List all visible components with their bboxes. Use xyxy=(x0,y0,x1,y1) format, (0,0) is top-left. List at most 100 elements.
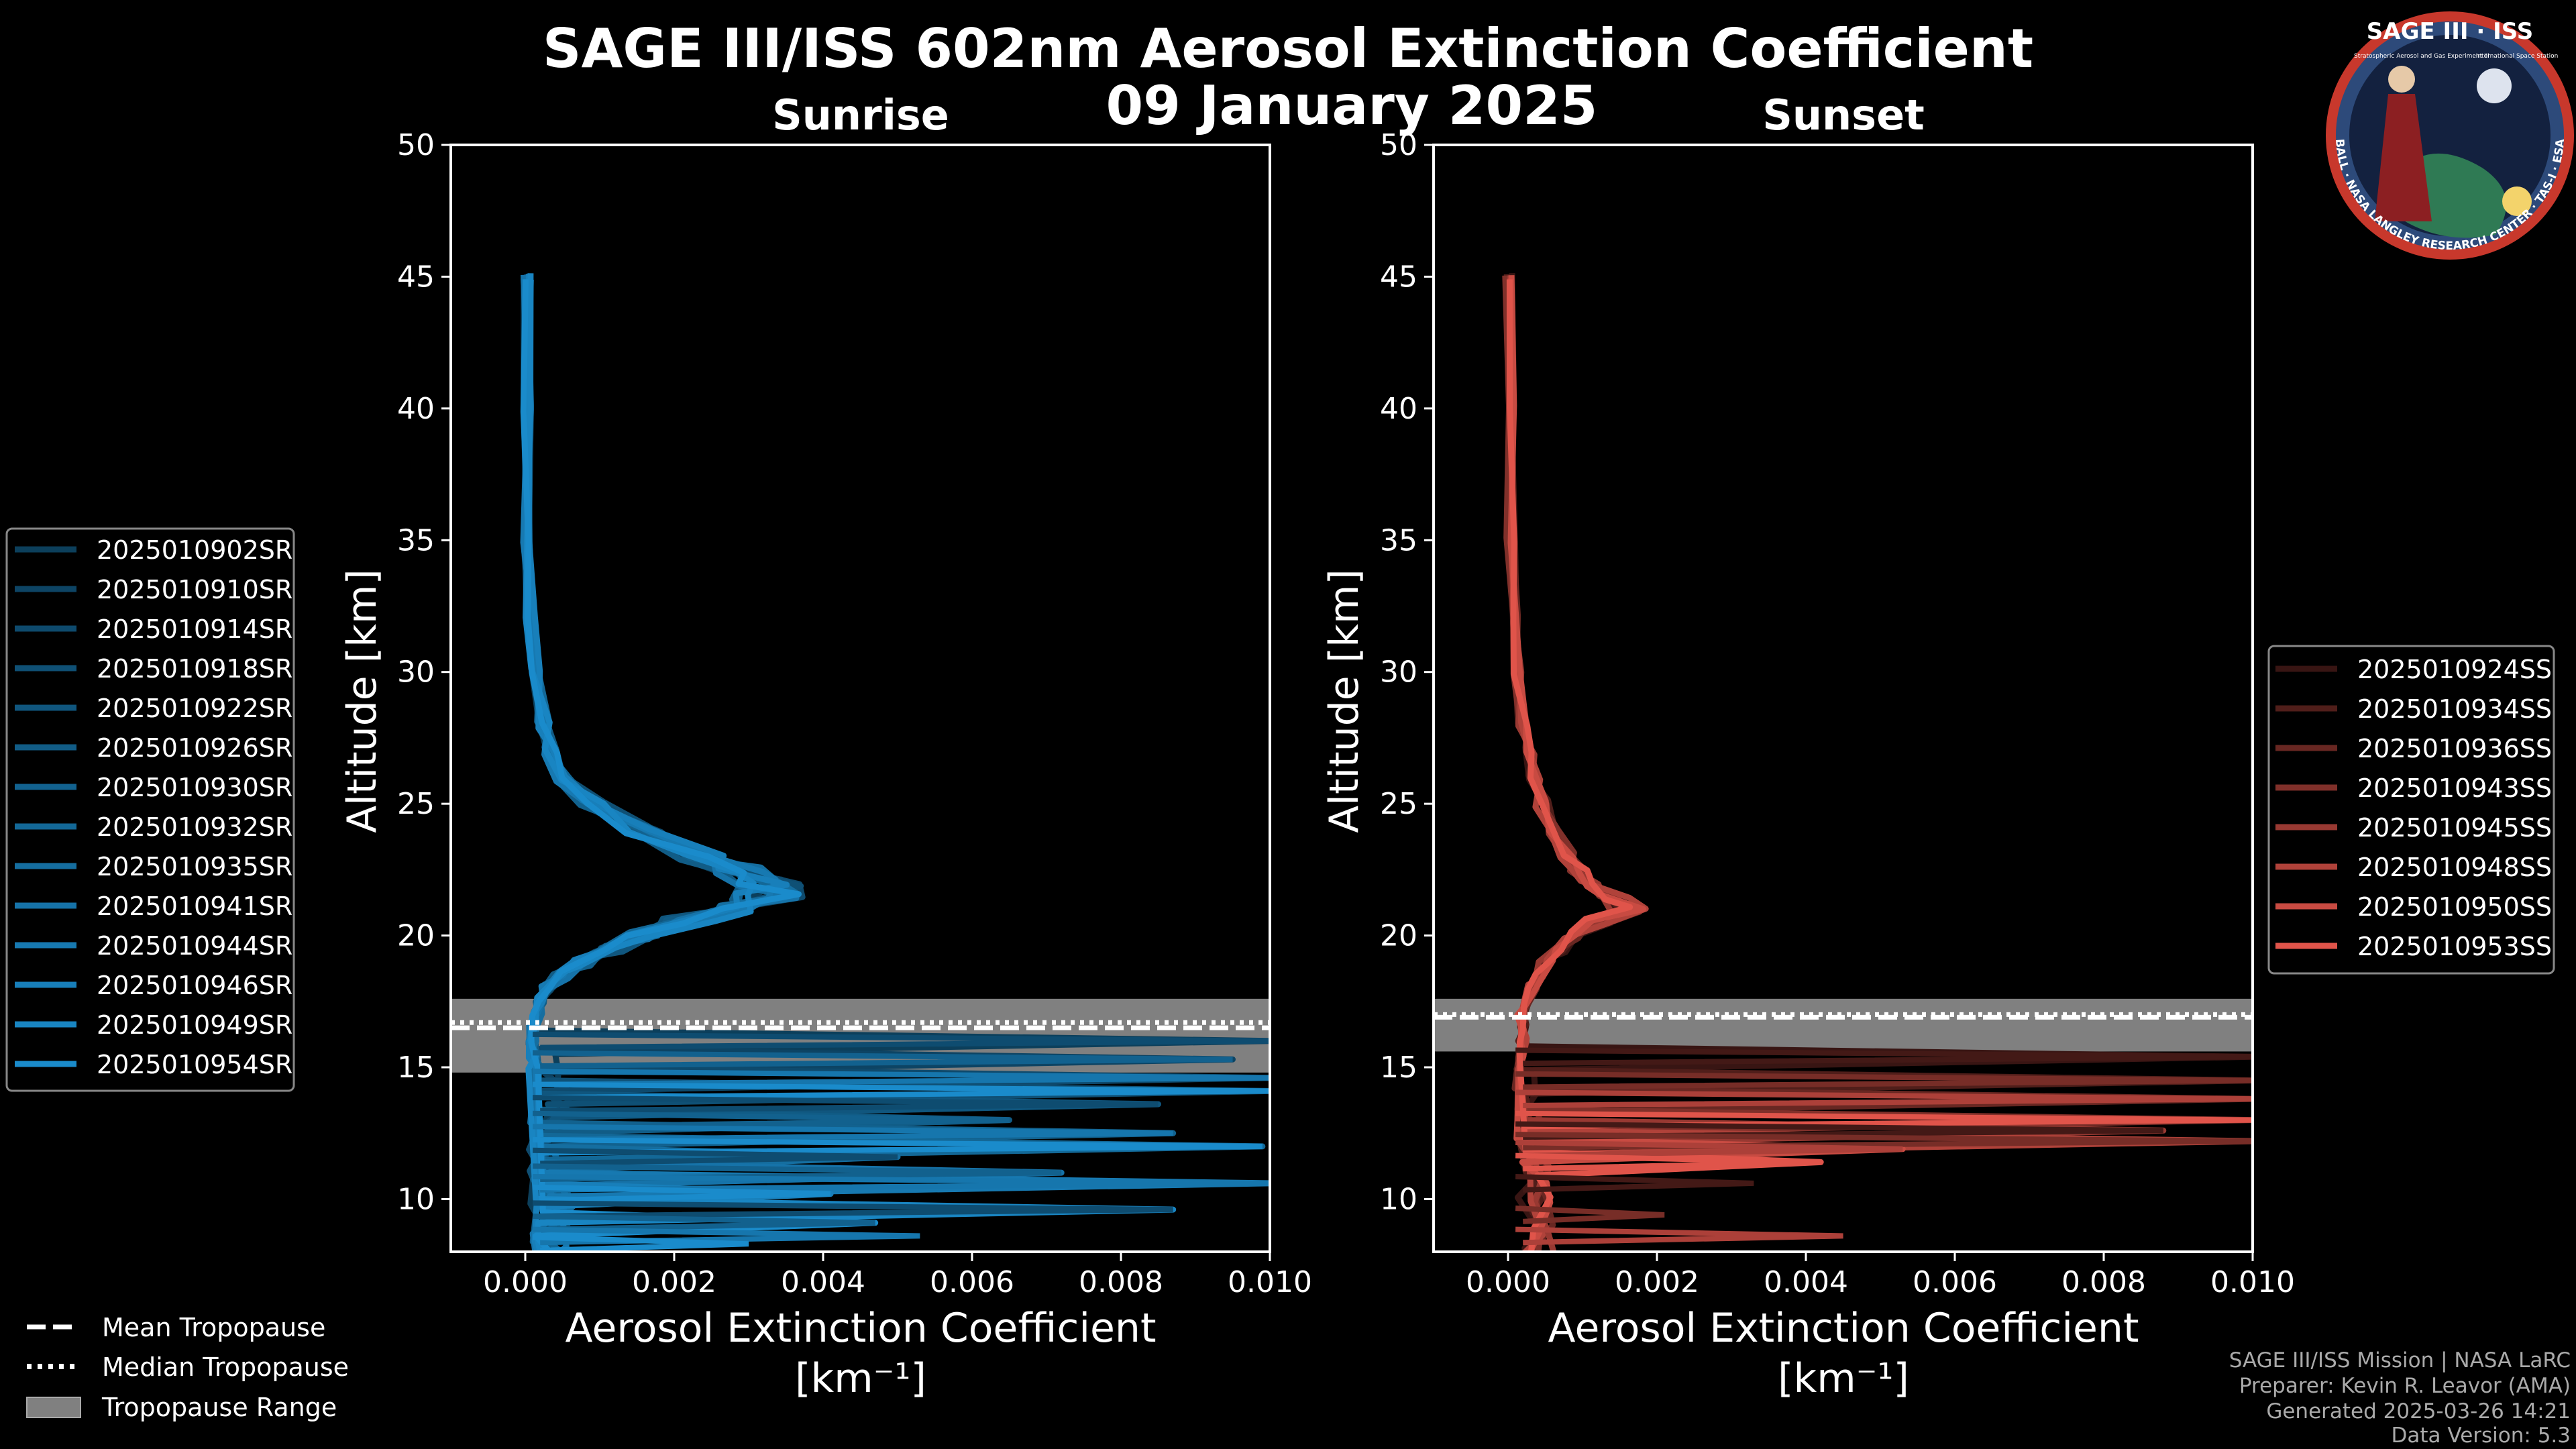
sunset-y-tick-label: 20 xyxy=(1380,919,1417,953)
tropopause-range-label: Tropopause Range xyxy=(101,1393,337,1422)
sunset-spike xyxy=(1515,1152,1821,1172)
figure-date: 09 January 2025 xyxy=(1106,74,1598,137)
sunset-legend: 2025010924SS 2025010934SS 2025010936SS 2025… xyxy=(2267,645,2555,975)
tropopause-legend: Mean Tropopause Median Tropopause Tropop… xyxy=(26,1313,349,1422)
sunrise-spike xyxy=(533,1184,831,1203)
sunrise-legend-label: 2025010926SR xyxy=(97,733,292,763)
sunrise-plot-frame xyxy=(449,144,1271,1253)
sunset-x-tick-label: 0.002 xyxy=(1615,1265,1699,1299)
logo-title: SAGE III · ISS xyxy=(2367,18,2533,45)
sunset-plot: 10 15 20 25 30 35 40 45 50 0.000 0.002 0.004 0.006 0.… xyxy=(1380,128,2295,1299)
sunset-legend-label: 2025010948SS xyxy=(2357,853,2552,882)
sunrise-x-tick-label: 0.006 xyxy=(930,1265,1014,1299)
sage-iii-iss-logo: SAGE III · ISS Stratospheric Aerosol and… xyxy=(2326,11,2574,260)
footer-credits: SAGE III/ISS Mission | NASA LaRC Prepare… xyxy=(2229,1348,2571,1448)
sunrise-x-axis-label: Aerosol Extinction Coefficient xyxy=(566,1305,1157,1352)
sunrise-spike xyxy=(532,1234,749,1252)
sunrise-profiles xyxy=(451,273,1270,1252)
sunset-x-tick-label: 0.006 xyxy=(1913,1265,1997,1299)
sunset-y-tick-label: 10 xyxy=(1380,1182,1417,1216)
sunrise-spike xyxy=(533,1031,1270,1051)
sunrise-y-tick-label: 50 xyxy=(397,128,435,162)
tropopause-range-swatch xyxy=(26,1397,81,1418)
sunrise-x-tick-label: 0.002 xyxy=(632,1265,716,1299)
sunset-y-tick-label: 15 xyxy=(1380,1051,1417,1085)
sunset-spike xyxy=(1515,1174,1754,1193)
sunrise-spike xyxy=(533,1137,1263,1156)
sunset-y-tick-label: 50 xyxy=(1380,128,1417,162)
sunset-y-tick-label: 30 xyxy=(1380,655,1417,690)
sunset-x-tick-label: 0.004 xyxy=(1764,1265,1848,1299)
sunrise-legend-label: 2025010910SR xyxy=(97,575,292,604)
sunrise-spike xyxy=(533,1213,875,1232)
sunrise-spike xyxy=(533,1081,1270,1101)
logo-sun-icon xyxy=(2502,186,2532,216)
sunrise-axes: 10 15 20 25 30 35 40 45 50 0.000 0.002 0.004 0.006 0.… xyxy=(397,128,1312,1299)
sunrise-legend-label: 2025010941SR xyxy=(97,892,292,921)
sunrise-spike xyxy=(533,1068,1270,1087)
sunrise-x-tick-label: 0.010 xyxy=(1228,1265,1312,1299)
sunset-x-tick-label: 0.000 xyxy=(1466,1265,1550,1299)
sunset-x-tick-label: 0.008 xyxy=(2061,1265,2146,1299)
sunrise-y-axis-label: Altitude [km] xyxy=(339,569,386,833)
sunset-legend-label: 2025010936SS xyxy=(2357,734,2552,763)
sunrise-y-tick-label: 20 xyxy=(397,919,435,953)
sunrise-legend-label: 2025010949SR xyxy=(97,1010,292,1040)
logo-figure-icon xyxy=(2375,94,2432,221)
logo-tagline: Stratospheric Aerosol and Gas Experiment… xyxy=(2354,53,2489,60)
sunset-legend-label: 2025010945SS xyxy=(2357,813,2552,843)
sunrise-legend-frame xyxy=(5,527,295,1092)
sunrise-spike xyxy=(533,1095,1159,1114)
sunrise-legend-label: 2025010932SR xyxy=(97,812,292,842)
sunset-x-tick-label: 0.010 xyxy=(2210,1265,2295,1299)
footer-generated: Generated 2025-03-26 14:21 xyxy=(2266,1399,2571,1424)
footer-data-version: Data Version: 5.3 xyxy=(2392,1424,2571,1448)
sunrise-legend-label: 2025010914SR xyxy=(97,614,292,644)
sunset-plot-frame xyxy=(1432,144,2254,1253)
sunset-axes: 10 15 20 25 30 35 40 45 50 0.000 0.002 0.004 0.006 0.… xyxy=(1380,128,2295,1299)
sunrise-y-tick-label: 30 xyxy=(397,655,435,690)
sunset-spike xyxy=(1515,1139,1903,1159)
sunset-spike xyxy=(1515,1071,2253,1090)
sunrise-y-tick-label: 45 xyxy=(397,260,435,294)
sunset-legend-frame xyxy=(2267,645,2555,975)
sunrise-plot: 10 15 20 25 30 35 40 45 50 0.000 0.002 0.004 0.006 0.… xyxy=(397,128,1312,1299)
sunrise-spike xyxy=(533,1050,1233,1069)
sunset-x-axis-label: Aerosol Extinction Coefficient xyxy=(1548,1305,2139,1352)
sunrise-y-tick-label: 35 xyxy=(397,523,435,557)
sunrise-legend-label: 2025010935SR xyxy=(97,852,292,881)
sunrise-panel-title: Sunrise xyxy=(772,91,949,140)
sunrise-legend: 2025010902SR 2025010910SR 2025010914SR 2025… xyxy=(5,527,295,1092)
sunset-legend-label: 2025010953SS xyxy=(2357,932,2552,961)
sunset-spike xyxy=(1515,1205,1665,1224)
sunset-spike xyxy=(1515,1226,1843,1246)
sunrise-y-tick-label: 15 xyxy=(397,1051,435,1085)
logo-figure-head xyxy=(2388,66,2415,93)
sunset-spike xyxy=(1515,1047,2253,1067)
sunset-panel-title: Sunset xyxy=(1762,91,1925,140)
sunset-tropopause-layer xyxy=(1434,998,2253,1052)
sunset-legend-label: 2025010934SS xyxy=(2357,694,2552,724)
sunrise-y-tick-label: 25 xyxy=(397,787,435,821)
sunrise-x-tick-label: 0.004 xyxy=(781,1265,865,1299)
sunset-y-tick-label: 45 xyxy=(1380,260,1417,294)
sunset-y-tick-label: 40 xyxy=(1380,392,1417,426)
sunrise-legend-label: 2025010922SR xyxy=(97,694,292,723)
sunrise-legend-label: 2025010930SR xyxy=(97,773,292,802)
sunset-y-tick-label: 35 xyxy=(1380,523,1417,557)
sunrise-legend-label: 2025010954SR xyxy=(97,1050,292,1079)
sunrise-y-tick-label: 10 xyxy=(397,1182,435,1216)
logo-iss-label: International Space Station xyxy=(2476,53,2559,60)
sunrise-x-axis-units: [km⁻¹] xyxy=(795,1355,926,1402)
sunrise-legend-label: 2025010918SR xyxy=(97,654,292,684)
logo-moon-icon xyxy=(2477,68,2512,103)
footer-preparer: Preparer: Kevin R. Leavor (AMA) xyxy=(2239,1374,2571,1398)
mean-tropopause-label: Mean Tropopause xyxy=(102,1313,325,1342)
sunrise-spike xyxy=(533,1200,1173,1219)
sunrise-profile-2025010949SR xyxy=(523,273,1177,1252)
sunset-legend-label: 2025010943SS xyxy=(2357,773,2552,803)
sunrise-x-tick-label: 0.008 xyxy=(1079,1265,1163,1299)
sunrise-legend-label: 2025010946SR xyxy=(97,971,292,1000)
sunrise-spike xyxy=(533,1124,1173,1143)
